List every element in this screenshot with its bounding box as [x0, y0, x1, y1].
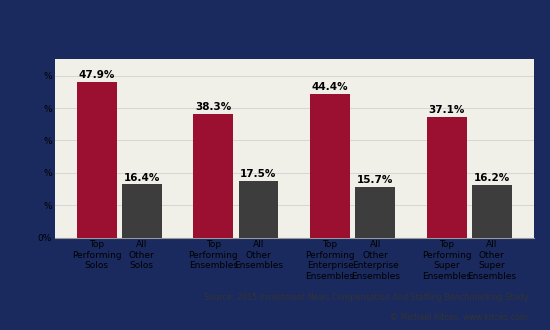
Text: © Michael Kitces, www.kitces.com: © Michael Kitces, www.kitces.com [390, 313, 528, 322]
Bar [77, 82, 117, 238]
Text: OPERATING PROFIT MARGINS IN INVESTMENT NEWS STUDY,
TOP PERFORMERS VS. ALL OTHERS: OPERATING PROFIT MARGINS IN INVESTMENT N… [65, 13, 524, 43]
Bar [472, 185, 512, 238]
Text: 44.4%: 44.4% [312, 82, 348, 92]
Bar [239, 181, 278, 238]
Bar [310, 94, 350, 238]
Bar [427, 117, 466, 238]
Text: Source: 2015 Investment News Compensation And Staffing Benchmarking Study: Source: 2015 Investment News Compensatio… [204, 293, 528, 302]
Text: 15.7%: 15.7% [357, 175, 393, 185]
Text: 16.4%: 16.4% [124, 173, 160, 182]
Text: 16.2%: 16.2% [474, 173, 510, 183]
Text: 38.3%: 38.3% [195, 102, 232, 112]
Text: 17.5%: 17.5% [240, 169, 277, 179]
Text: 37.1%: 37.1% [428, 106, 465, 116]
Bar [355, 187, 395, 238]
Text: 47.9%: 47.9% [79, 71, 115, 81]
Bar [122, 184, 162, 238]
Bar [194, 114, 233, 238]
